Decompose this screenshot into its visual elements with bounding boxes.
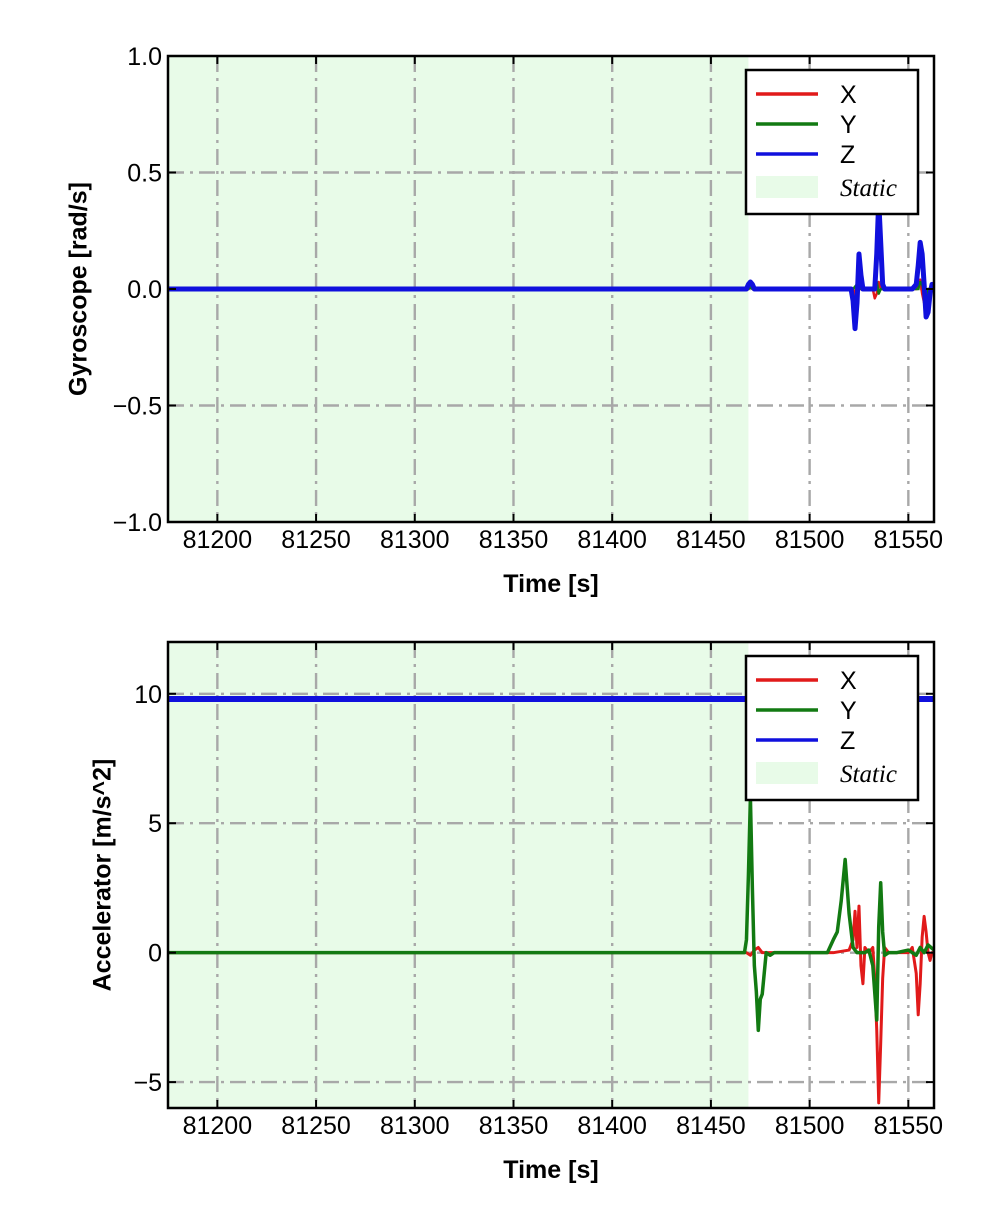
x-tick-label: 81250 (281, 526, 351, 554)
legend-label-x: X (840, 81, 857, 109)
legend-swatch-static (756, 762, 818, 784)
series-line-z (168, 197, 934, 332)
x-tick-label: 81200 (183, 1112, 253, 1140)
y-axis-label: Accelerator [m/s^2] (89, 759, 117, 992)
y-tick-labels: −5 0 5 10 (133, 681, 162, 1097)
legend-swatch-static (756, 176, 818, 198)
y-tick-label: 0.5 (127, 160, 162, 188)
legend-label-y: Y (840, 111, 857, 139)
legend-label-y: Y (840, 697, 857, 725)
legend-label-x: X (840, 667, 857, 695)
plot-frame (166, 640, 936, 1110)
static-region (168, 642, 749, 1108)
y-tick-label: 10 (134, 681, 162, 709)
x-tick-label: 81350 (479, 526, 549, 554)
x-tick-label: 81550 (874, 1112, 944, 1140)
y-tick-label: 1.0 (127, 43, 162, 71)
x-tick-label: 81300 (380, 1112, 450, 1140)
x-tick-labels: 81200 81250 81300 81350 81400 81450 81500 81550 (183, 1112, 944, 1140)
legend: X Y Z Static (744, 654, 920, 802)
x-tick-label: 81400 (577, 1112, 647, 1140)
y-tick-label: 0 (148, 940, 162, 968)
x-axis-label: Time [s] (503, 570, 598, 598)
y-axis-label: Gyroscope [rad/s] (65, 182, 93, 396)
x-tick-label: 81400 (577, 526, 647, 554)
tick-marks (168, 642, 934, 1108)
y-tick-labels: −1.0 −0.5 0.0 0.5 1.0 (113, 43, 162, 537)
x-tick-labels: 81200 81250 81300 81350 81400 81450 81500 81550 (183, 526, 944, 554)
x-tick-label: 81300 (380, 526, 450, 554)
x-tick-label: 81450 (676, 526, 746, 554)
x-tick-label: 81350 (479, 1112, 549, 1140)
legend-label-z: Z (840, 141, 855, 169)
y-tick-label: −5 (133, 1069, 162, 1097)
legend-label-static: Static (840, 175, 897, 202)
x-tick-label: 81500 (775, 526, 845, 554)
series-line-y (168, 795, 934, 1033)
y-tick-label: 5 (148, 810, 162, 838)
x-axis-label: Time [s] (503, 1156, 598, 1184)
series-lines (168, 197, 934, 332)
y-tick-label: 0.0 (127, 276, 162, 304)
legend-label-z: Z (840, 727, 855, 755)
accelerator-panel: 81200 81250 81300 81350 81400 81450 81500 81550… (89, 640, 944, 1184)
y-tick-label: −1.0 (113, 509, 162, 537)
legend-label-static: Static (840, 761, 897, 788)
x-tick-label: 81550 (874, 526, 944, 554)
y-tick-label: −0.5 (113, 393, 162, 421)
x-tick-label: 81250 (281, 1112, 351, 1140)
x-tick-label: 81500 (775, 1112, 845, 1140)
legend: X Y Z Static (744, 68, 920, 216)
x-tick-label: 81200 (183, 526, 253, 554)
tick-marks (168, 55, 934, 523)
x-tick-label: 81450 (676, 1112, 746, 1140)
gyroscope-panel: 81200 81250 81300 81350 81400 81450 81500 81550… (65, 43, 943, 598)
